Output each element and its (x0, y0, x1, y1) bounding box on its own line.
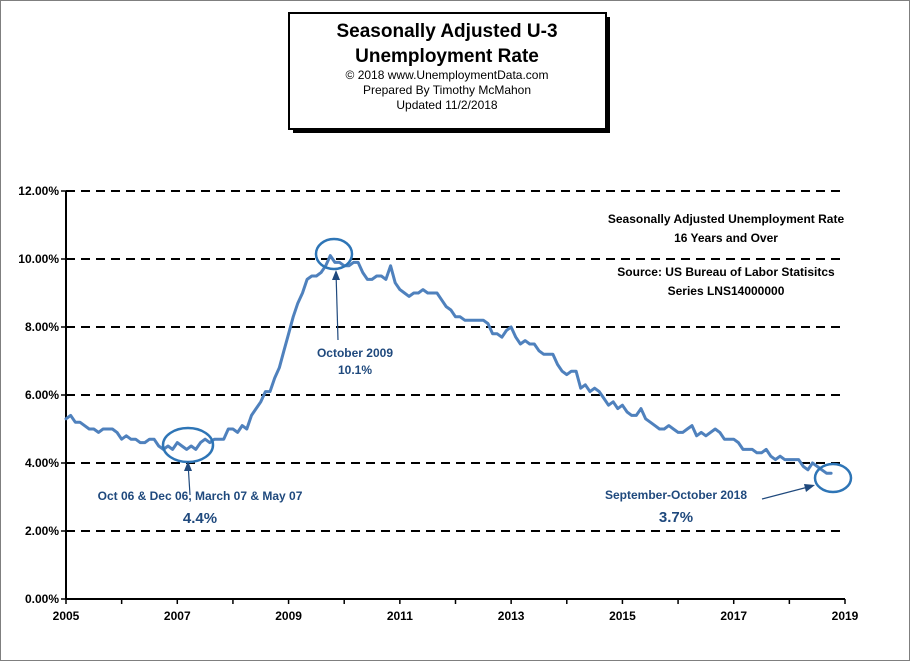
x-tick-label: 2005 (53, 609, 80, 623)
chart-title-line2: Unemployment Rate (355, 46, 539, 67)
x-tick-label: 2017 (720, 609, 747, 623)
y-tick-label: 8.00% (25, 320, 59, 334)
info-line1: Seasonally Adjusted Unemployment Rate (608, 212, 845, 226)
peak-arrow (335, 271, 339, 341)
grid-layer (66, 190, 845, 532)
title-box-frame (288, 12, 607, 130)
prepared-by-text: Prepared By Timothy McMahon (363, 83, 531, 97)
x-tick-label: 2011 (387, 609, 413, 623)
latest-arrow (761, 485, 813, 500)
y-tick-label: 4.00% (25, 456, 59, 470)
y-tick-label: 0.00% (25, 592, 59, 606)
copyright-text: © 2018 www.UnemploymentData.com (346, 68, 549, 82)
peak-arrow-head (332, 270, 340, 280)
x-tick-label: 2015 (609, 609, 636, 623)
peak-value: 10.1% (338, 363, 372, 377)
y-tick-label: 6.00% (25, 388, 59, 402)
chart-title-line1: Seasonally Adjusted U-3 (336, 21, 557, 42)
latest-arrow-head (804, 484, 815, 492)
x-tick-label: 2019 (832, 609, 859, 623)
unemployment-rate-line (64, 254, 833, 475)
tick-label-layer: 0.00% 2.00% 4.00% 6.00% 8.00% 10.00% 12.00% 200… (18, 184, 858, 623)
updated-text: Updated 11/2/2018 (396, 98, 498, 112)
x-tick-label: 2009 (275, 609, 302, 623)
info-line3: Source: US Bureau of Labor Statisitcs (617, 265, 835, 279)
annotation-text: October 2009 10.1% Oct 06 & Dec 06, Marc… (98, 346, 748, 527)
latest-label: September-October 2018 (605, 488, 747, 502)
low-arrow-head (184, 461, 192, 471)
annotation-layer (161, 237, 853, 500)
info-line4: Series LNS14000000 (668, 284, 785, 298)
x-tick-label: 2007 (164, 609, 191, 623)
peak-label: October 2009 (317, 346, 393, 360)
y-tick-label: 2.00% (25, 524, 59, 538)
peak-highlight-circle (314, 237, 354, 271)
info-block: Seasonally Adjusted Unemployment Rate 16… (608, 212, 845, 298)
latest-highlight-circle (813, 462, 853, 494)
x-tick-label: 2013 (498, 609, 525, 623)
axis-layer (61, 190, 846, 604)
info-line2: 16 Years and Over (674, 231, 778, 245)
y-tick-label: 12.00% (18, 184, 59, 198)
low-label: Oct 06 & Dec 06, March 07 & May 07 (98, 489, 303, 503)
y-tick-label: 10.00% (18, 252, 59, 266)
low-value: 4.4% (183, 510, 217, 527)
title-box: Seasonally Adjusted U-3 Unemployment Rat… (288, 12, 610, 133)
latest-value: 3.7% (659, 509, 693, 526)
